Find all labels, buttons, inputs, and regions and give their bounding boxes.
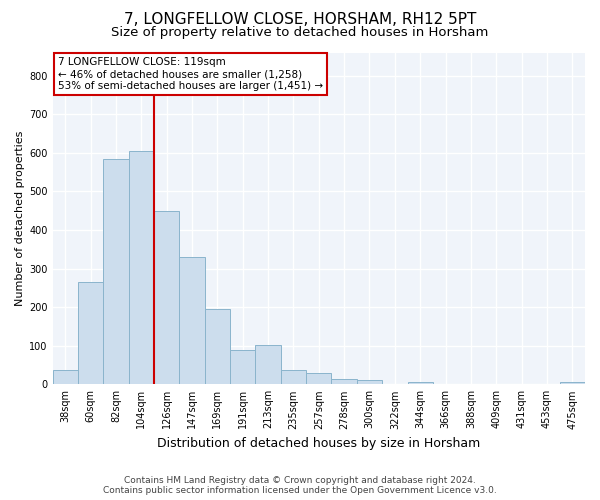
- Bar: [306, 372, 331, 384]
- Bar: [128, 151, 154, 384]
- Text: 7, LONGFELLOW CLOSE, HORSHAM, RH12 5PT: 7, LONGFELLOW CLOSE, HORSHAM, RH12 5PT: [124, 12, 476, 28]
- Bar: [560, 382, 585, 384]
- Bar: [205, 309, 230, 384]
- Text: Size of property relative to detached houses in Horsham: Size of property relative to detached ho…: [112, 26, 488, 39]
- Bar: [154, 210, 179, 384]
- Bar: [230, 350, 256, 384]
- Bar: [78, 282, 103, 384]
- Y-axis label: Number of detached properties: Number of detached properties: [15, 130, 25, 306]
- X-axis label: Distribution of detached houses by size in Horsham: Distribution of detached houses by size …: [157, 437, 481, 450]
- Bar: [281, 370, 306, 384]
- Bar: [407, 382, 433, 384]
- Bar: [53, 370, 78, 384]
- Text: 7 LONGFELLOW CLOSE: 119sqm
← 46% of detached houses are smaller (1,258)
53% of s: 7 LONGFELLOW CLOSE: 119sqm ← 46% of deta…: [58, 58, 323, 90]
- Bar: [256, 344, 281, 385]
- Bar: [103, 158, 128, 384]
- Bar: [179, 257, 205, 384]
- Text: Contains HM Land Registry data © Crown copyright and database right 2024.
Contai: Contains HM Land Registry data © Crown c…: [103, 476, 497, 495]
- Bar: [331, 378, 357, 384]
- Bar: [357, 380, 382, 384]
